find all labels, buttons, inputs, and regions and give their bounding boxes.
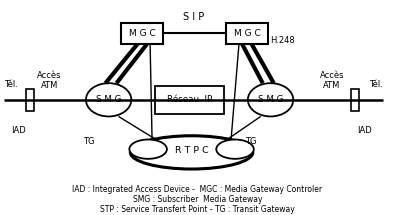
Ellipse shape — [216, 140, 254, 159]
Text: H.248: H.248 — [271, 36, 295, 45]
Text: TG: TG — [245, 137, 257, 146]
Text: STP : Service Transfert Point - TG : Transit Gateway: STP : Service Transfert Point - TG : Tra… — [100, 205, 295, 214]
Text: Accès
ATM: Accès ATM — [320, 71, 344, 90]
Text: M G C: M G C — [233, 29, 260, 38]
Text: S M G: S M G — [96, 95, 121, 104]
Text: Réseau  IP: Réseau IP — [167, 95, 212, 104]
Text: TG: TG — [83, 137, 95, 146]
Ellipse shape — [86, 83, 131, 117]
Text: IAD: IAD — [357, 126, 372, 135]
Text: S M G: S M G — [258, 95, 283, 104]
Text: S I P: S I P — [183, 12, 204, 22]
Ellipse shape — [130, 136, 253, 169]
Text: SMG : Subscriber  Media Gateway: SMG : Subscriber Media Gateway — [133, 195, 262, 204]
Text: Tél.: Tél. — [4, 80, 18, 89]
Text: Tél.: Tél. — [369, 80, 383, 89]
FancyBboxPatch shape — [122, 23, 163, 44]
Ellipse shape — [248, 83, 293, 117]
Text: IAD : Integrated Access Device -  MGC : Media Gateway Controler: IAD : Integrated Access Device - MGC : M… — [72, 186, 323, 194]
FancyBboxPatch shape — [155, 86, 224, 114]
Ellipse shape — [130, 140, 167, 159]
FancyBboxPatch shape — [226, 23, 268, 44]
Text: R T P C: R T P C — [175, 146, 209, 155]
FancyBboxPatch shape — [351, 89, 359, 111]
Text: IAD: IAD — [11, 126, 26, 135]
FancyBboxPatch shape — [26, 89, 34, 111]
Text: M G C: M G C — [129, 29, 156, 38]
Text: Accès
ATM: Accès ATM — [37, 71, 62, 90]
